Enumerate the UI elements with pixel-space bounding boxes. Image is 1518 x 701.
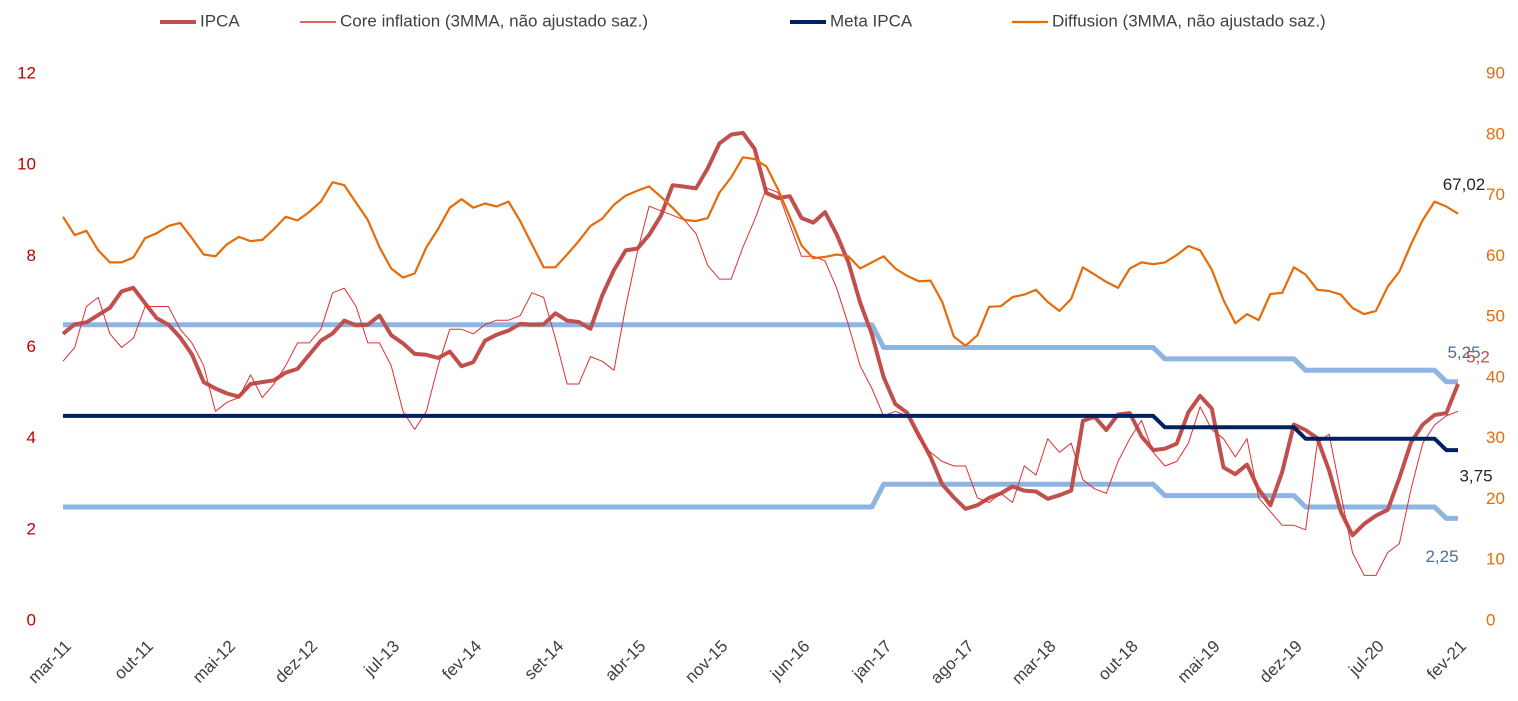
x-tick-label: fev-14 [438,637,485,684]
x-tick-label: set-14 [521,637,568,684]
data-label: 67,02 [1443,175,1486,194]
x-tick-label: fev-21 [1423,637,1470,684]
x-tick-label: jul-20 [1344,637,1388,681]
y2-tick-label: 70 [1486,185,1505,204]
series-line [63,481,1458,521]
legend-label: IPCA [200,11,240,30]
y-tick-label: 4 [27,428,36,447]
legend-label: Diffusion (3MMA, não ajustado saz.) [1052,11,1326,30]
y-tick-label: 6 [27,337,36,356]
x-tick-label: mai-12 [189,637,239,687]
data-label: 2,25 [1425,547,1458,566]
y-tick-label: 12 [17,63,36,82]
x-tick-label: jun-16 [766,637,814,685]
x-tick-label: dez-19 [1256,637,1306,687]
x-tick-label: jul-13 [360,637,404,681]
y2-tick-label: 40 [1486,367,1505,386]
x-tick-label: nov-15 [681,637,731,687]
y2-tick-label: 0 [1486,610,1495,629]
x-tick-label: out-11 [110,637,157,684]
data-label: 3,75 [1459,467,1492,486]
series-line [62,187,1459,576]
series-line [61,130,1460,538]
y2-tick-label: 30 [1486,428,1505,447]
legend-label: Meta IPCA [830,11,913,30]
x-tick-label: mar-18 [1008,637,1060,689]
x-tick-label: out-18 [1094,637,1142,685]
y2-tick-label: 90 [1486,63,1505,82]
x-tick-label: dez-12 [271,637,321,687]
y2-tick-label: 20 [1486,489,1505,508]
y2-tick-label: 10 [1486,550,1505,569]
series-line [63,322,1458,385]
y-tick-label: 2 [27,519,36,538]
x-tick-label: mai-19 [1174,637,1224,687]
y-tick-label: 8 [27,246,36,265]
series-line [63,413,1458,453]
y2-tick-label: 50 [1486,307,1505,326]
data-label: 5,2 [1466,347,1490,366]
x-tick-label: ago-17 [927,637,978,688]
y2-tick-label: 80 [1486,124,1505,143]
y-tick-label: 0 [27,610,36,629]
data-label: 5,25 [1447,343,1480,362]
x-tick-label: mar-11 [24,637,75,688]
y2-tick-label: 60 [1486,246,1505,265]
legend-label: Core inflation (3MMA, não ajustado saz.) [340,11,648,30]
series-line [62,156,1459,347]
x-tick-label: jan-17 [848,637,896,685]
x-tick-label: abr-15 [601,637,649,685]
y-tick-label: 10 [17,155,36,174]
